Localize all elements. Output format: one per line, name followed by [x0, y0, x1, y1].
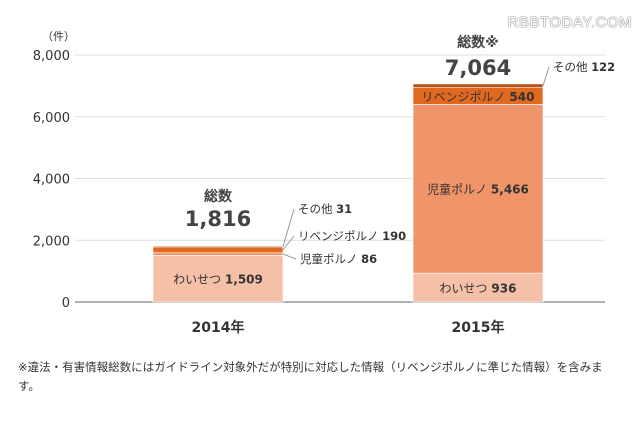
bar-segment [412, 272, 544, 303]
y-tick-label: 6,000 [33, 111, 70, 126]
data-label: わいせつ 936 [440, 282, 517, 296]
data-label: リベンジポルノ 540 [422, 90, 535, 104]
stacked-bar-chart: （件） 0 2,000 4,000 6,000 8,000 わいせつ 1,509 児童ポルノ … [33, 30, 615, 336]
x-tick-label: 2015年 [452, 319, 505, 336]
data-label: わいせつ 1,509 [173, 273, 263, 287]
y-tick-label: 8,000 [33, 49, 70, 64]
total-label: 総数※ [457, 34, 499, 51]
data-label: その他 122 [553, 60, 615, 74]
bar-segment [152, 245, 284, 248]
data-label: 児童ポルノ 5,466 [427, 182, 529, 197]
data-label: リベンジポルノ 190 [298, 229, 406, 243]
total-label: 総数 [204, 188, 233, 205]
x-tick-label: 2014年 [192, 319, 245, 336]
leader-line [282, 208, 295, 247]
bar-segment [412, 104, 544, 274]
leader-line [282, 235, 295, 251]
leader-line [542, 66, 550, 86]
bar-segment [152, 255, 284, 303]
total-value: 7,064 [445, 56, 511, 80]
watermark: RBBTODAY.COM [507, 14, 632, 31]
leader-line [282, 253, 297, 260]
data-label: 児童ポルノ 86 [300, 252, 377, 266]
bar-segment [152, 246, 284, 254]
y-tick-label: 0 [62, 296, 70, 311]
bar-segment [412, 83, 544, 88]
footnote: ※違法・有害情報総数にはガイドライン対象外だが特別に対応した情報（リベンジポルノ… [18, 360, 603, 393]
y-tick-label: 2,000 [33, 234, 70, 249]
data-label: その他 31 [298, 202, 352, 216]
y-axis-unit: （件） [42, 30, 75, 43]
total-value: 1,816 [185, 207, 251, 231]
y-tick-label: 4,000 [33, 173, 70, 188]
bar-segment [152, 252, 284, 256]
